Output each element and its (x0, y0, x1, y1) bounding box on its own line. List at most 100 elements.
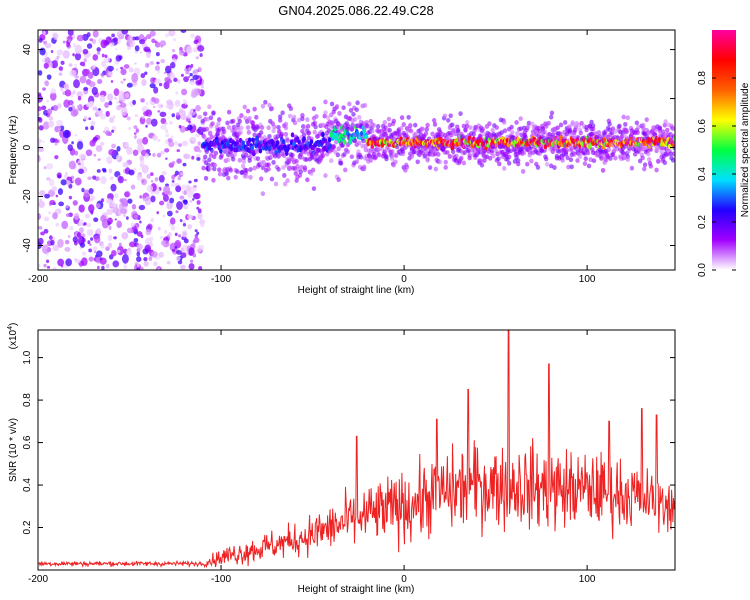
spectrogram-cell (279, 131, 285, 137)
spectrogram-cell (49, 199, 56, 206)
spectrogram-cell (108, 168, 113, 174)
spectrogram-cell (520, 169, 526, 174)
spectrogram-cell (157, 103, 164, 109)
spectrogram-cell (159, 111, 167, 118)
spectrogram-cell (201, 165, 206, 171)
spectrogram-cell (582, 161, 588, 166)
spectrogram-cell (609, 130, 615, 136)
spectrogram-cell (646, 130, 651, 136)
spectrogram-cell (64, 246, 71, 252)
spectrogram-cell (323, 99, 328, 105)
spectrogram-cell (74, 52, 82, 61)
spectrogram-cell (123, 64, 130, 69)
spectrogram-cell (109, 116, 115, 124)
spectrogram-cell (169, 197, 175, 204)
spectrogram-cell (217, 167, 222, 173)
spectrogram-cell (198, 266, 203, 270)
spectrogram-cell (73, 79, 80, 89)
spectrogram-cell (92, 54, 99, 61)
spectrogram-cell (79, 75, 87, 84)
spectrogram-cell (354, 107, 359, 113)
y-tick-label: 0.2 (22, 520, 33, 534)
spectrogram-cell (245, 125, 251, 130)
spectrogram-cell (112, 115, 116, 119)
spectrogram-cell (38, 125, 44, 131)
snr-y-scale: (x104) (7, 323, 19, 350)
spectrogram-cell (494, 125, 500, 130)
spectrogram-cell (110, 80, 114, 83)
spectrogram-cell (108, 100, 113, 106)
spectrogram-cell (123, 264, 128, 270)
spectrogram-cell (57, 103, 62, 109)
spectrogram-cell (76, 232, 82, 238)
spectrogram-cell (55, 139, 60, 144)
spectrogram-cell (244, 174, 249, 179)
spectrogram-cell (90, 120, 96, 127)
spectrogram-cell (132, 99, 136, 105)
spectrogram-cell (172, 48, 175, 53)
spectrogram-x-axis: -200 -100 0 100 (28, 30, 596, 285)
spectrogram-cell (111, 143, 117, 149)
spectrogram-cell (502, 165, 507, 171)
spectrogram-cell (462, 150, 467, 155)
spectrogram-cell (480, 126, 486, 132)
spectrogram-cell (95, 145, 103, 152)
spectrogram-cell (202, 134, 207, 140)
spectrogram-cell (155, 52, 160, 57)
spectrogram-cell (86, 222, 92, 228)
spectrogram-cell (183, 199, 188, 205)
spectrogram-cell (254, 114, 259, 120)
spectrogram-cell (499, 130, 504, 135)
spectrogram-cell (171, 180, 175, 183)
spectrogram-cell (266, 166, 271, 172)
spectrogram-cell (615, 135, 621, 141)
spectrogram-cell (304, 157, 309, 162)
spectrogram-cell (140, 73, 146, 79)
spectrogram-cell (144, 71, 148, 75)
spectrogram-cell (120, 80, 124, 84)
spectrogram-cell (662, 160, 668, 166)
spectrogram-cell (175, 210, 179, 214)
spectrogram-cell (337, 111, 342, 116)
spectrogram-cell (40, 231, 45, 236)
spectrogram-cell (413, 122, 418, 128)
spectrogram-cell (596, 130, 602, 135)
spectrogram-cell (93, 235, 101, 244)
spectrogram-cell (48, 211, 52, 215)
spectrogram-cell (300, 116, 305, 122)
spectrogram-cell (78, 153, 87, 160)
spectrogram-cell (320, 153, 326, 159)
spectrogram-cell (146, 173, 151, 179)
spectrogram-cell (267, 102, 272, 108)
spectrogram-cell (252, 106, 257, 112)
spectrogram-cell (114, 218, 118, 221)
spectrogram-cell (99, 257, 107, 265)
spectrogram-cell (611, 149, 616, 155)
spectrogram-cell (657, 126, 663, 132)
spectrogram-cell (176, 250, 182, 255)
spectrogram-cell (60, 87, 64, 92)
spectrogram-cell (329, 158, 334, 164)
spectrogram-cell (52, 212, 58, 220)
spectrogram-cell (614, 146, 620, 152)
spectrogram-cell (88, 117, 92, 121)
spectrogram-cell (671, 151, 675, 157)
spectrogram-x-label: Height of straight line (km) (298, 285, 415, 296)
spectrogram-cell (38, 213, 41, 220)
spectrogram-cell (309, 139, 314, 145)
spectrogram-cell (343, 167, 348, 173)
spectrogram-cell (427, 165, 433, 170)
spectrogram-cell (399, 115, 405, 121)
spectrogram-cell (85, 213, 90, 219)
spectrogram-cell (217, 171, 223, 177)
spectrogram-frame (37, 29, 676, 271)
spectrogram-cell (141, 115, 146, 119)
spectrogram-cell (47, 120, 55, 128)
spectrogram-cell (65, 204, 69, 209)
spectrogram-cell (126, 248, 132, 256)
spectrogram-cell (133, 82, 138, 86)
spectrogram-cell (641, 122, 646, 128)
spectrogram-cell (285, 137, 290, 143)
snr-x-label: Height of straight line (km) (298, 584, 415, 595)
